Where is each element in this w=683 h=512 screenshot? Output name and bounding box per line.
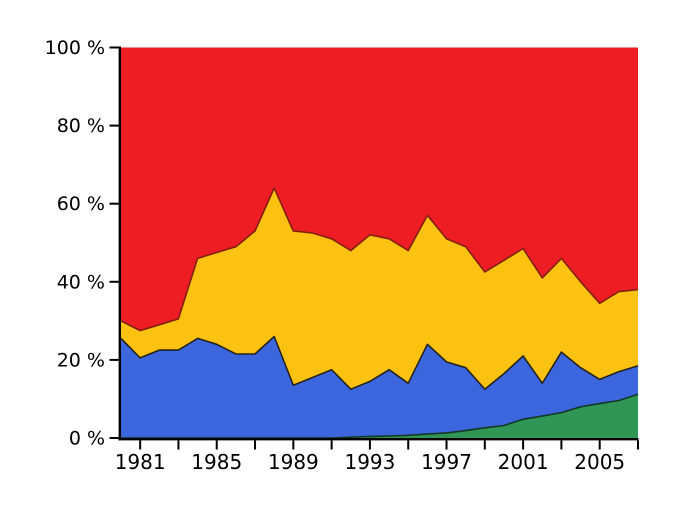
y-tick-label: 40 % [57, 271, 105, 293]
area-red [121, 47, 638, 331]
area-green [121, 394, 638, 438]
x-tick-label: 1989 [268, 450, 319, 474]
yellow-boundary-line [120, 187, 639, 332]
x-tick-label: 2001 [498, 450, 549, 474]
y-tick-label: 60 % [57, 193, 105, 215]
area-yellow [121, 188, 638, 390]
area-blue [121, 336, 638, 438]
y-tick-label: 20 % [57, 349, 105, 371]
blue-boundary-line [120, 335, 639, 390]
x-tick-label: 1981 [115, 450, 166, 474]
y-tick-label: 0 % [69, 428, 105, 450]
y-tick-label: 100 % [45, 37, 105, 59]
x-tick-label: 1997 [421, 450, 472, 474]
x-tick-label: 2005 [574, 450, 625, 474]
x-tick-label: 1993 [344, 450, 395, 474]
y-tick-label: 80 % [57, 115, 105, 137]
x-tick-label: 1985 [191, 450, 242, 474]
